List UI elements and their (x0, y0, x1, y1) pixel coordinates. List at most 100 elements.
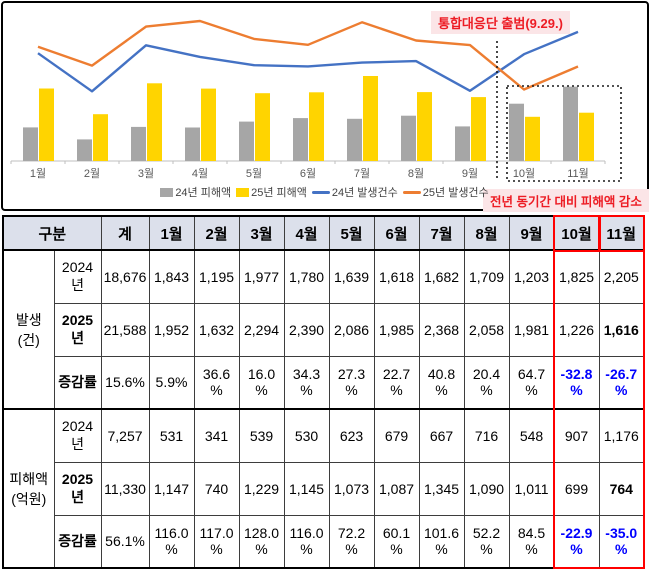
chart-panel: 1월 2월 3월 4월 5월 6월 7월 8월 9월 10월 11월 통합대응단 출범(9.29.)… (1, 1, 649, 212)
bar-2025-damage (363, 76, 378, 161)
table-cell: 40.8 % (418, 355, 465, 410)
col-header: 10월 (553, 215, 600, 251)
bar-2024-damage (77, 139, 92, 161)
table-cell: 101.6 % (418, 514, 465, 569)
x-axis-label: 5월 (246, 167, 262, 180)
table-cell: 1,709 (463, 249, 510, 304)
table-cell: 1,952 (148, 302, 195, 357)
table-cell: 1,616 (598, 302, 645, 357)
table-cell: 539 (238, 408, 285, 463)
dotted-highlight-box (506, 85, 622, 182)
row-label: 2024 년 (53, 249, 102, 304)
table-cell: 1,203 (508, 249, 555, 304)
table-cell: 15.6% (100, 355, 150, 410)
bar-2024-damage (347, 118, 362, 161)
stats-table-wrap: 구분 계 1월 2월 3월 4월 5월 6월 7월 8월 9월 10월 11월 발생 (건) 2024 … (2, 215, 648, 569)
col-header: 8월 (463, 215, 510, 251)
x-axis-label: 1월 (30, 167, 46, 180)
bar-2025-damage (525, 116, 540, 161)
table-cell: 116.0 % (283, 514, 330, 569)
col-header: 7월 (418, 215, 465, 251)
bar-2024-damage (563, 86, 578, 161)
row-label: 2025 년 (53, 461, 102, 516)
table-cell: 1,639 (328, 249, 375, 304)
col-header: 1월 (148, 215, 195, 251)
table-cell: 1,981 (508, 302, 555, 357)
table-cell: 60.1 % (373, 514, 420, 569)
table-cell: 679 (373, 408, 420, 463)
x-axis-label: 11월 (567, 167, 589, 180)
col-header: 계 (100, 215, 150, 251)
table-cell: 128.0 % (238, 514, 285, 569)
legend-item: 25년 발생건수 (402, 184, 489, 200)
col-header: 6월 (373, 215, 420, 251)
table-cell: 1,345 (418, 461, 465, 516)
table-cell: 22.7 % (373, 355, 420, 410)
table-row: 피해액 (억원) 2024 년 7,257 531 341 539 530 623 679 667… (2, 408, 645, 569)
legend-line-swatch (402, 190, 421, 194)
table-cell: 2,368 (418, 302, 465, 357)
table-cell: 2,205 (598, 249, 645, 304)
table-cell: 5.9% (148, 355, 195, 410)
bar-2025-damage (309, 92, 324, 161)
table-cell: 1,176 (598, 408, 645, 463)
table-cell: 341 (193, 408, 240, 463)
col-header: 5월 (328, 215, 375, 251)
table-cell: -32.8 % (553, 355, 600, 410)
legend-label: 24년 피해액 (175, 187, 232, 199)
table-cell: 20.4 % (463, 355, 510, 410)
bar-2024-damage (131, 126, 146, 161)
legend-item: 25년 피해액 (236, 184, 307, 200)
bar-2024-damage (455, 126, 470, 161)
table-cell: 52.2 % (463, 514, 510, 569)
table-cell: 667 (418, 408, 465, 463)
legend-bar-swatch (236, 187, 250, 197)
table-cell: 2,390 (283, 302, 330, 357)
table-cell: -22.9 % (553, 514, 600, 569)
table-cell: 907 (553, 408, 600, 463)
table-row: 증감률 56.1% 116.0 % 117.0 % 128.0 % 116.0 % 72.2… (3, 514, 645, 569)
table-cell: 16.0 % (238, 355, 285, 410)
legend-label: 24년 발생건수 (331, 187, 398, 199)
legend-bar-swatch (160, 187, 174, 197)
row-group-label: 발생 (건) (2, 249, 55, 410)
line-2024-cases (37, 30, 579, 93)
table-cell: -35.0 % (598, 514, 645, 569)
chart-legend: 24년 피해액 25년 피해액 24년 발생건수 25년 발생건수 (3, 184, 647, 200)
table-cell: 21,588 (100, 302, 150, 357)
legend-item: 24년 발생건수 (311, 184, 398, 200)
table-cell: 1,229 (238, 461, 285, 516)
legend-line-swatch (311, 190, 330, 194)
table-cell: 1,632 (193, 302, 240, 357)
line-2025-cases (37, 19, 579, 91)
table-cell: 1,780 (283, 249, 330, 304)
bar-2025-damage (93, 114, 108, 161)
x-axis-label: 3월 (138, 167, 154, 180)
table-cell: 2,058 (463, 302, 510, 357)
table-cell: 7,257 (100, 408, 150, 463)
row-label: 증감률 (53, 514, 102, 569)
table-cell: 1,618 (373, 249, 420, 304)
bar-2024-damage (293, 118, 308, 161)
table-cell: 548 (508, 408, 555, 463)
x-axis-label: 2월 (84, 167, 100, 180)
table-cell: 2,086 (328, 302, 375, 357)
table-cell: 716 (463, 408, 510, 463)
table-cell: 1,145 (283, 461, 330, 516)
x-axis-label: 4월 (192, 167, 208, 180)
table-cell: 1,682 (418, 249, 465, 304)
table-cell: 1,147 (148, 461, 195, 516)
table-cell: 56.1% (100, 514, 150, 569)
stats-table: 구분 계 1월 2월 3월 4월 5월 6월 7월 8월 9월 10월 11월 발생 (건) 2024 … (2, 215, 646, 569)
header-row: 구분 계 1월 2월 3월 4월 5월 6월 7월 8월 9월 10월 11월 (2, 215, 645, 251)
table-cell: 1,843 (148, 249, 195, 304)
x-axis-label: 8월 (408, 167, 424, 180)
col-header: 2월 (193, 215, 240, 251)
x-axis-label: 7월 (354, 167, 370, 180)
table-cell: 72.2 % (328, 514, 375, 569)
table-cell: 117.0 % (193, 514, 240, 569)
bar-2025-damage (201, 88, 216, 161)
table-cell: 36.6 % (193, 355, 240, 410)
bar-2025-damage (579, 112, 594, 161)
